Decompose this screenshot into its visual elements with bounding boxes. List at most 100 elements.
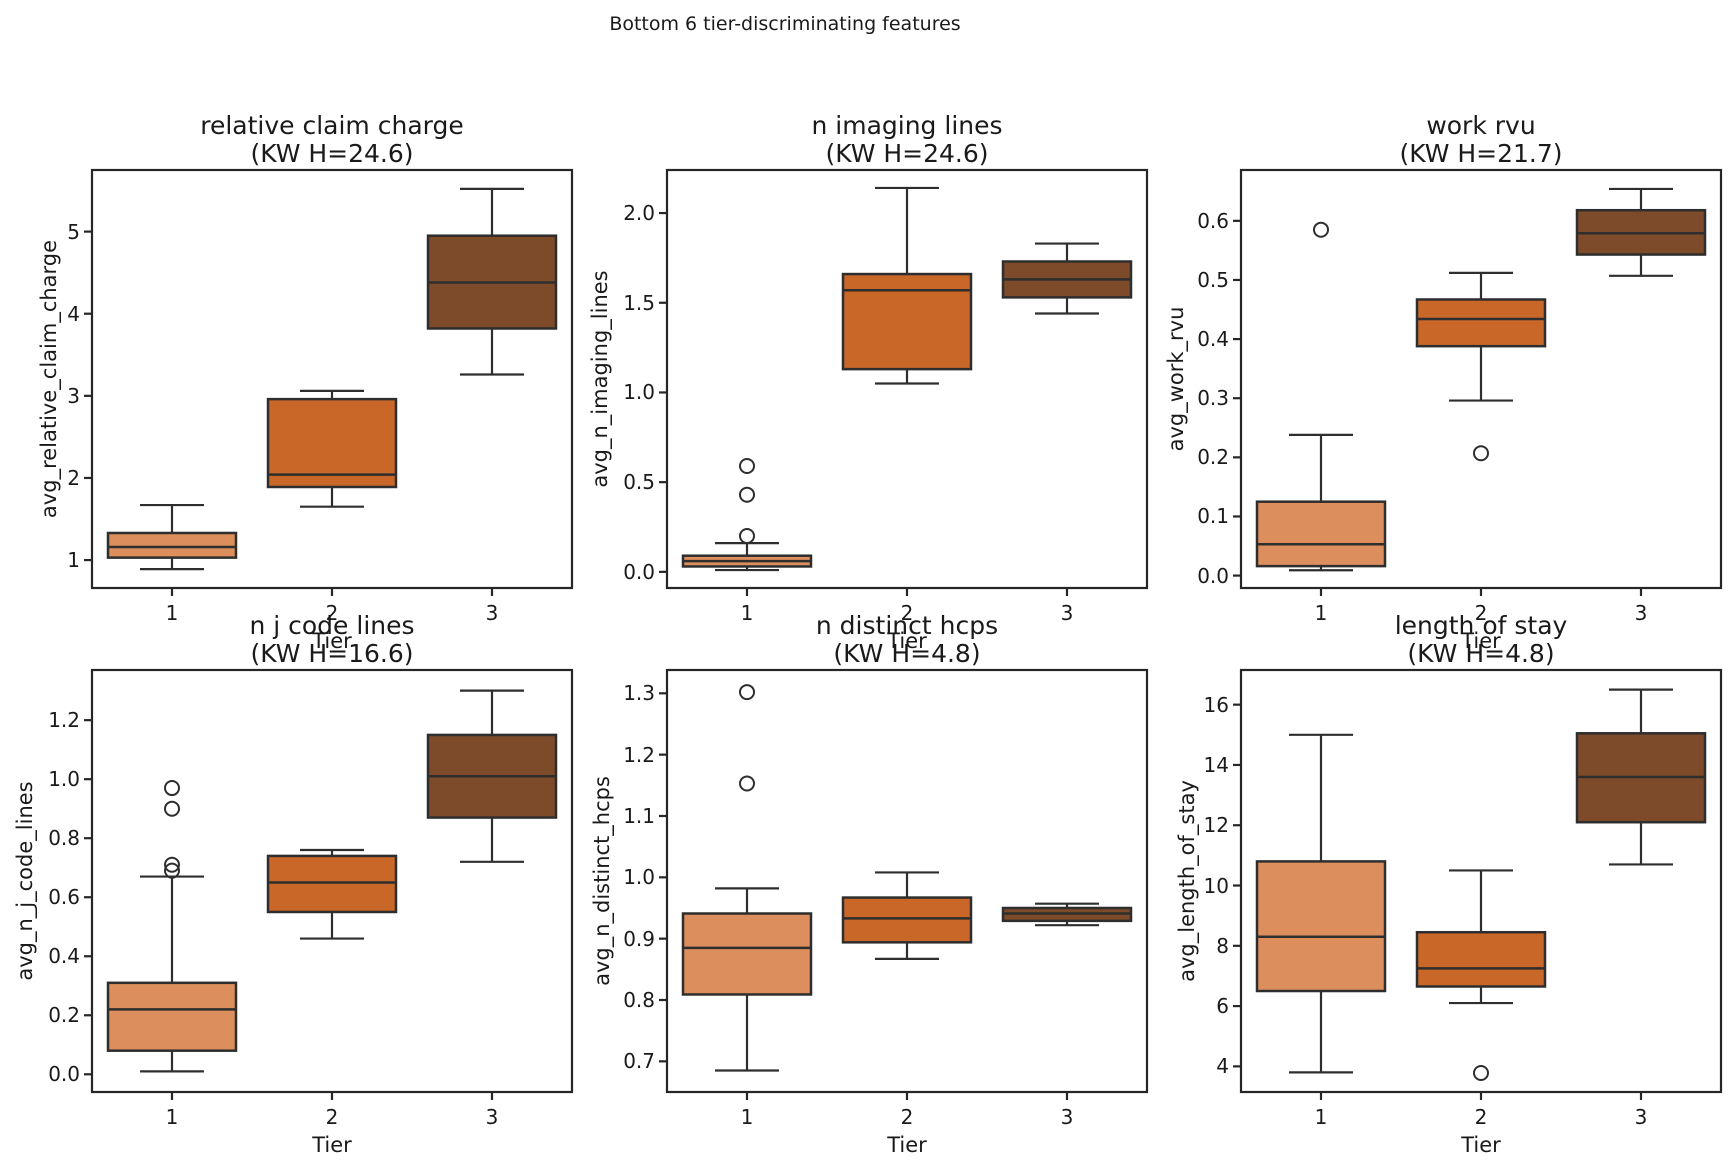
subplot-5-box-tier-3 <box>1575 688 1707 866</box>
subplot-2-ytick-label: 0.5 <box>1197 267 1229 292</box>
subplot-1-xlabel: Tier <box>887 629 927 653</box>
outlier-point <box>164 862 180 879</box>
subplot-1-ytick-label: 2.0 <box>623 201 655 226</box>
subplot-5-title: length of stay (KW H=4.8) <box>1394 611 1568 668</box>
iqr-box <box>841 896 973 944</box>
subplot-3-xtick-label: 2 <box>325 1105 339 1129</box>
subplot-3-xlabel: Tier <box>312 1133 352 1157</box>
iqr-box <box>1255 500 1387 568</box>
subplot-5-xtick-label: 1 <box>1314 1105 1328 1129</box>
iqr-box <box>1255 860 1387 993</box>
subplot-1-box-tier-2 <box>841 186 973 385</box>
subplot-2-ytick-label: 0.6 <box>1197 208 1229 233</box>
subplot-1-xtick-label: 3 <box>1060 601 1074 625</box>
subplot-2-box-tier-1 <box>1255 221 1387 572</box>
subplot-2-ytick-label: 0.2 <box>1197 445 1229 470</box>
iqr-box <box>266 397 398 489</box>
subplot-0-box-tier-1 <box>106 503 238 571</box>
subplot-4-xtick-label: 3 <box>1060 1105 1074 1129</box>
figure-title: Bottom 6 tier-discriminating features <box>609 13 961 35</box>
subplot-3-xtick-label: 3 <box>485 1105 499 1129</box>
outlier-point <box>739 486 755 503</box>
subplot-1-title: n imaging lines (KW H=24.6) <box>811 111 1003 168</box>
outlier-point <box>739 684 755 701</box>
outlier-point <box>164 780 180 797</box>
outlier-point <box>739 527 755 544</box>
subplot-4-ytick-label: 1.3 <box>623 681 655 706</box>
subplot-4-ytick-label: 0.7 <box>623 1049 655 1074</box>
subplot-3-ytick-label: 0.0 <box>48 1062 80 1087</box>
subplot-3-ytick-label: 0.8 <box>48 826 80 851</box>
subplot-4-ytick-label: 0.9 <box>623 926 655 951</box>
outlier-point <box>164 800 180 817</box>
subplot-4-box-tier-3 <box>1001 902 1133 927</box>
subplot-3-xtick-label: 1 <box>165 1105 179 1129</box>
subplot-5-ytick-label: 4 <box>1216 1054 1229 1079</box>
subplot-0-box-tier-2 <box>266 389 398 508</box>
subplot-1-ytick-label: 1.5 <box>623 290 655 315</box>
subplot-3-ytick-label: 1.2 <box>48 708 80 733</box>
iqr-box <box>1415 298 1547 348</box>
subplot-5-xlabel: Tier <box>1461 1133 1501 1157</box>
subplot-5-spines <box>1239 668 1723 1094</box>
subplot-0-ytick-label: 1 <box>67 548 80 573</box>
subplot-2-spines <box>1239 168 1723 590</box>
outlier-point <box>739 458 755 475</box>
subplot-2-title: work rvu (KW H=21.7) <box>1399 111 1563 168</box>
subplot-4-ytick-label: 0.8 <box>623 987 655 1012</box>
subplot-4-xlabel: Tier <box>887 1133 927 1157</box>
subplot-5-box-tier-2 <box>1415 869 1547 1082</box>
outlier-point <box>164 856 180 873</box>
subplot-5-ytick-label: 6 <box>1216 994 1229 1019</box>
subplot-3-ytick-label: 0.6 <box>48 885 80 910</box>
subplot-0-xtick-label: 3 <box>485 601 499 625</box>
subplot-4-title: n distinct hcps (KW H=4.8) <box>815 611 999 668</box>
subplot-1-spines <box>665 168 1149 590</box>
outlier-point <box>1473 1065 1489 1082</box>
subplot-1-ylabel: avg_n_imaging_lines <box>588 270 612 488</box>
subplot-1-box-tier-1 <box>681 458 813 572</box>
subplot-2-box-tier-2 <box>1415 271 1547 462</box>
subplot-2-ytick-label: 0.1 <box>1197 504 1229 529</box>
subplot-1-ytick-label: 1.0 <box>623 380 655 405</box>
subplot-5-xtick-label: 2 <box>1474 1105 1488 1129</box>
subplot-4-xtick-label: 2 <box>900 1105 914 1129</box>
subplot-5-ytick-label: 10 <box>1203 873 1229 898</box>
iqr-box <box>106 981 238 1052</box>
subplot-4-spines <box>665 668 1149 1094</box>
subplot-3-ylabel: avg_n_j_code_lines <box>13 781 37 981</box>
subplot-4-ytick-label: 1.1 <box>623 803 655 828</box>
subplot-1-ytick-label: 0.0 <box>623 559 655 584</box>
subplot-5-box-tier-1 <box>1255 733 1387 1074</box>
subplot-3-ytick-label: 0.2 <box>48 1003 80 1028</box>
subplot-3-box-tier-2 <box>266 848 398 940</box>
subplot-0-title: relative claim charge (KW H=24.6) <box>200 111 464 168</box>
subplot-5-ylabel: avg_length_of_stay <box>1175 780 1199 982</box>
subplot-4-box-tier-2 <box>841 871 973 960</box>
subplot-4-ylabel: avg_n_distinct_hcps <box>590 776 614 986</box>
subplot-0-spines <box>90 168 574 590</box>
subplot-5-ytick-label: 14 <box>1203 752 1229 777</box>
subplot-5-ytick-label: 12 <box>1203 813 1229 838</box>
outlier-point <box>1313 221 1329 238</box>
subplot-3-spines <box>90 668 574 1094</box>
subplot-2-ytick-label: 0.0 <box>1197 563 1229 588</box>
subplot-2-xtick-label: 1 <box>1314 601 1328 625</box>
subplot-0-ytick-label: 2 <box>67 465 80 490</box>
subplot-3-ytick-label: 1.0 <box>48 767 80 792</box>
outlier-point <box>1473 445 1489 462</box>
subplot-4-xtick-label: 1 <box>740 1105 754 1129</box>
subplot-5-ytick-label: 16 <box>1203 692 1229 717</box>
subplot-2-ytick-label: 0.3 <box>1197 386 1229 411</box>
subplot-0-box-tier-3 <box>426 187 558 376</box>
subplot-0-ytick-label: 3 <box>67 383 80 408</box>
subplot-2-box-tier-3 <box>1575 187 1707 277</box>
outlier-point <box>739 775 755 792</box>
subplot-0-xlabel: Tier <box>312 629 352 653</box>
subplot-1-ytick-label: 0.5 <box>623 470 655 495</box>
iqr-box <box>266 854 398 914</box>
subplot-0-xtick-label: 1 <box>165 601 179 625</box>
subplot-2-ytick-label: 0.4 <box>1197 327 1229 352</box>
